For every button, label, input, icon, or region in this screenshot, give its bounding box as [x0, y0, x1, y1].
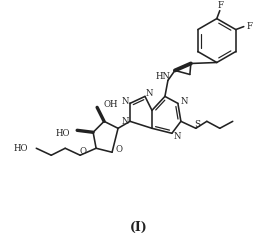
Text: N: N — [145, 89, 153, 98]
Text: F: F — [247, 22, 253, 31]
Text: S: S — [194, 120, 200, 129]
Text: HO: HO — [56, 129, 70, 138]
Text: HO: HO — [14, 144, 28, 153]
Text: N: N — [173, 132, 181, 141]
Text: N: N — [121, 117, 129, 126]
Text: O: O — [80, 147, 87, 156]
Text: O: O — [116, 145, 123, 154]
Text: OH: OH — [103, 100, 118, 109]
Text: F: F — [218, 1, 224, 10]
Text: (I): (I) — [130, 221, 148, 234]
Text: N: N — [180, 97, 188, 106]
Text: HN: HN — [155, 72, 170, 81]
Text: N: N — [121, 97, 129, 106]
